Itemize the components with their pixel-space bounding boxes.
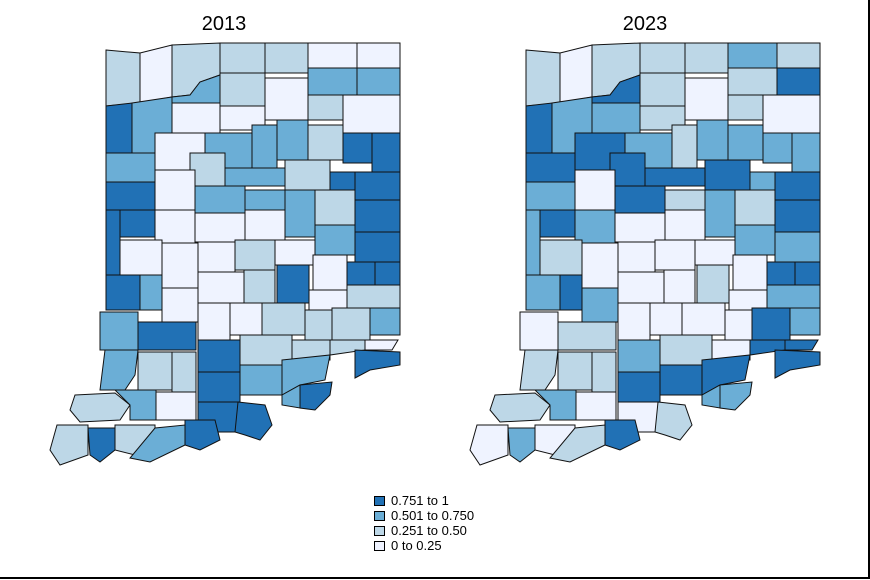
panel-title-2023: 2023 [622, 13, 668, 35]
legend-label: 0.251 to 0.50 [391, 523, 467, 538]
map-2023 [469, 42, 821, 466]
legend: 0.751 to 1 0.501 to 0.750 0.251 to 0.50 … [374, 493, 474, 553]
legend-swatch [374, 540, 385, 551]
map-2013 [49, 42, 401, 466]
legend-swatch [374, 495, 385, 506]
panel-title-2013: 2013 [201, 13, 247, 35]
legend-swatch [374, 525, 385, 536]
legend-item: 0 to 0.25 [374, 538, 474, 553]
legend-label: 0.501 to 0.750 [391, 508, 475, 523]
legend-label: 0.751 to 1 [391, 493, 449, 508]
legend-label: 0 to 0.25 [391, 538, 442, 553]
legend-item: 0.751 to 1 [374, 493, 474, 508]
legend-item: 0.501 to 0.750 [374, 508, 474, 523]
legend-item: 0.251 to 0.50 [374, 523, 474, 538]
legend-swatch [374, 510, 385, 521]
